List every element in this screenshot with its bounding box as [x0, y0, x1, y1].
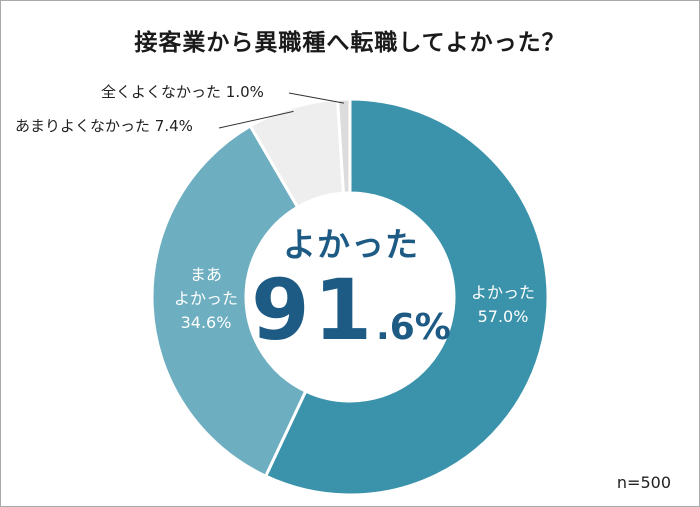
label-good: よかった 57.0%: [453, 281, 553, 329]
label-fairly-good: まあ よかった 34.6%: [151, 263, 261, 335]
label-fairly-good-value: 34.6%: [180, 313, 232, 332]
sample-size: n=500: [616, 473, 671, 492]
slice-good: [263, 97, 550, 497]
label-not-very-good: あまりよくなかった 7.4%: [15, 114, 193, 138]
slice-not-good-at-all: [335, 97, 352, 195]
label-not-good-at-all: 全くよくなかった 1.0%: [101, 80, 264, 104]
label-good-name: よかった: [470, 283, 535, 302]
leader-not-good-at-all: [288, 92, 344, 104]
label-not-very-good-name: あまりよくなかった: [15, 117, 151, 135]
label-fairly-good-line2: よかった: [173, 289, 238, 308]
center-value: 91.6%: [251, 267, 451, 382]
center-value-small: .6%: [376, 307, 451, 348]
chart-title: 接客業から異職種へ転職してよかった？: [134, 30, 566, 56]
leader-not-very-good: [218, 110, 294, 129]
label-not-good-at-all-value: 1.0%: [225, 83, 264, 101]
label-good-value: 57.0%: [477, 307, 529, 326]
center-summary: よかった 91.6%: [251, 223, 451, 382]
label-fairly-good-line1: まあ: [189, 265, 222, 284]
center-label: よかった: [283, 225, 419, 264]
label-not-very-good-value: 7.4%: [154, 117, 193, 135]
center-value-big: 91: [251, 261, 377, 359]
label-not-good-at-all-name: 全くよくなかった: [101, 83, 222, 101]
slice-fairly-good: [150, 123, 308, 479]
